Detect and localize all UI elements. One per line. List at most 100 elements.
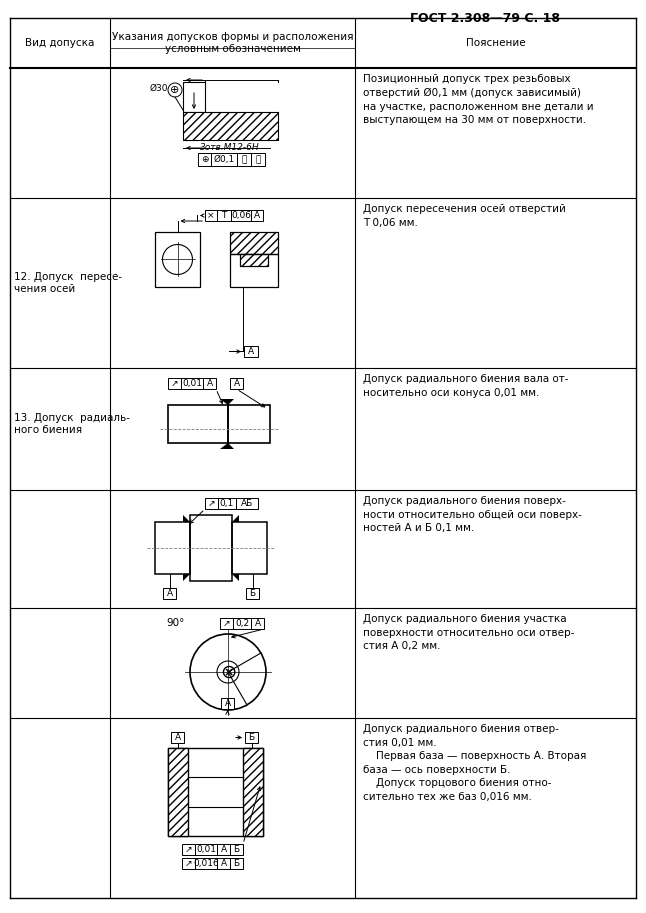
Polygon shape <box>232 515 239 522</box>
Text: А: А <box>220 845 227 854</box>
Bar <box>230 378 243 389</box>
Bar <box>230 232 278 254</box>
Text: Б: Б <box>233 859 240 868</box>
Text: 0,1: 0,1 <box>220 499 234 508</box>
Text: Допуск радиального биения отвер-
стия 0,01 мм.
    Первая база — поверхность А. : Допуск радиального биения отвер- стия 0,… <box>363 724 587 802</box>
Bar <box>217 858 230 869</box>
Bar <box>217 844 230 855</box>
Bar <box>232 522 267 574</box>
Bar <box>220 618 233 629</box>
Text: 90°: 90° <box>167 618 185 628</box>
Text: А: А <box>220 859 227 868</box>
Text: Ø0,1: Ø0,1 <box>213 155 234 164</box>
Text: Допуск пересечения осей отверстий
Т 0,06 мм.: Допуск пересечения осей отверстий Т 0,06… <box>363 204 566 227</box>
Text: Позиционный допуск трех резьбовых
отверстий Ø0,1 мм (допуск зависимый)
на участк: Позиционный допуск трех резьбовых отверс… <box>363 74 594 125</box>
Bar <box>190 515 232 581</box>
Bar <box>221 698 234 709</box>
Text: 13. Допуск  радиаль-
ного биения: 13. Допуск радиаль- ного биения <box>14 414 130 435</box>
Bar <box>181 378 203 389</box>
Text: 0,2: 0,2 <box>235 619 249 628</box>
Bar <box>205 210 217 221</box>
Bar <box>155 232 200 287</box>
Bar <box>198 153 211 166</box>
Bar <box>168 748 263 836</box>
Bar <box>168 378 181 389</box>
Bar <box>251 210 263 221</box>
Text: T: T <box>222 211 227 220</box>
Bar <box>195 858 217 869</box>
Bar <box>203 378 216 389</box>
Text: ⊕: ⊕ <box>171 85 180 95</box>
Text: A: A <box>248 347 254 356</box>
Text: Б: Б <box>233 845 240 854</box>
Text: ↗: ↗ <box>208 499 215 508</box>
Text: 0,01: 0,01 <box>182 379 202 388</box>
Bar <box>236 498 258 509</box>
Polygon shape <box>220 399 234 405</box>
Bar <box>230 232 278 254</box>
Text: ↗: ↗ <box>223 619 230 628</box>
Text: Ⓜ: Ⓜ <box>242 155 247 164</box>
Text: ↗: ↗ <box>185 859 193 868</box>
Polygon shape <box>232 574 239 581</box>
Bar <box>240 254 268 266</box>
Bar <box>183 112 278 140</box>
Text: Ⓟ: Ⓟ <box>255 155 261 164</box>
Text: A: A <box>233 379 240 388</box>
Bar <box>243 748 263 836</box>
Text: АБ: АБ <box>241 499 253 508</box>
Text: ↗: ↗ <box>171 379 178 388</box>
Polygon shape <box>220 443 234 449</box>
Text: 0,01: 0,01 <box>196 845 216 854</box>
Text: Пояснение: Пояснение <box>466 38 525 48</box>
Bar <box>251 153 265 166</box>
Text: ⊕: ⊕ <box>201 155 208 164</box>
Text: А: А <box>174 733 181 742</box>
Text: А: А <box>167 589 172 598</box>
Bar <box>246 588 259 599</box>
Text: 3отв.М12-6Н: 3отв.М12-6Н <box>200 143 260 152</box>
Bar <box>230 254 278 287</box>
Text: 12. Допуск  пересе-
чения осей: 12. Допуск пересе- чения осей <box>14 272 122 294</box>
Polygon shape <box>183 574 190 581</box>
Text: Ø30: Ø30 <box>149 83 168 92</box>
Bar <box>233 618 251 629</box>
Text: Допуск радиального биения участка
поверхности относительно оси отвер-
стия А 0,2: Допуск радиального биения участка поверх… <box>363 614 574 651</box>
Polygon shape <box>183 515 190 522</box>
Bar <box>183 112 278 140</box>
Bar <box>163 588 176 599</box>
Bar <box>183 82 205 112</box>
Text: A: A <box>255 619 260 628</box>
Text: Указания допусков формы и расположения
условным обозначением: Указания допусков формы и расположения у… <box>112 32 353 54</box>
Bar <box>211 153 237 166</box>
Bar <box>195 844 217 855</box>
Text: Б: Б <box>249 733 255 742</box>
Bar <box>230 844 243 855</box>
Bar <box>245 732 258 743</box>
Bar <box>244 346 258 357</box>
Text: ⊗: ⊗ <box>220 663 236 681</box>
Text: A: A <box>207 379 213 388</box>
Text: A: A <box>254 211 260 220</box>
Text: Б: Б <box>249 589 256 598</box>
Text: ГОСТ 2.308—79 С. 18: ГОСТ 2.308—79 С. 18 <box>410 12 560 25</box>
Bar <box>155 522 190 574</box>
Bar <box>237 153 251 166</box>
Bar <box>231 210 251 221</box>
Bar <box>230 858 243 869</box>
Bar <box>217 210 231 221</box>
Text: A: A <box>224 699 231 708</box>
Bar <box>251 618 264 629</box>
Bar <box>240 254 268 266</box>
Text: 0,06: 0,06 <box>231 211 251 220</box>
Bar <box>171 732 184 743</box>
Bar <box>168 748 188 836</box>
Bar <box>168 748 188 836</box>
Text: 0,016: 0,016 <box>193 859 219 868</box>
Bar <box>182 858 195 869</box>
Text: Допуск радиального биения вала от-
носительно оси конуса 0,01 мм.: Допуск радиального биения вала от- носит… <box>363 374 568 398</box>
Bar <box>243 748 263 836</box>
Bar <box>205 498 218 509</box>
Text: Вид допуска: Вид допуска <box>25 38 95 48</box>
Bar <box>168 405 228 443</box>
